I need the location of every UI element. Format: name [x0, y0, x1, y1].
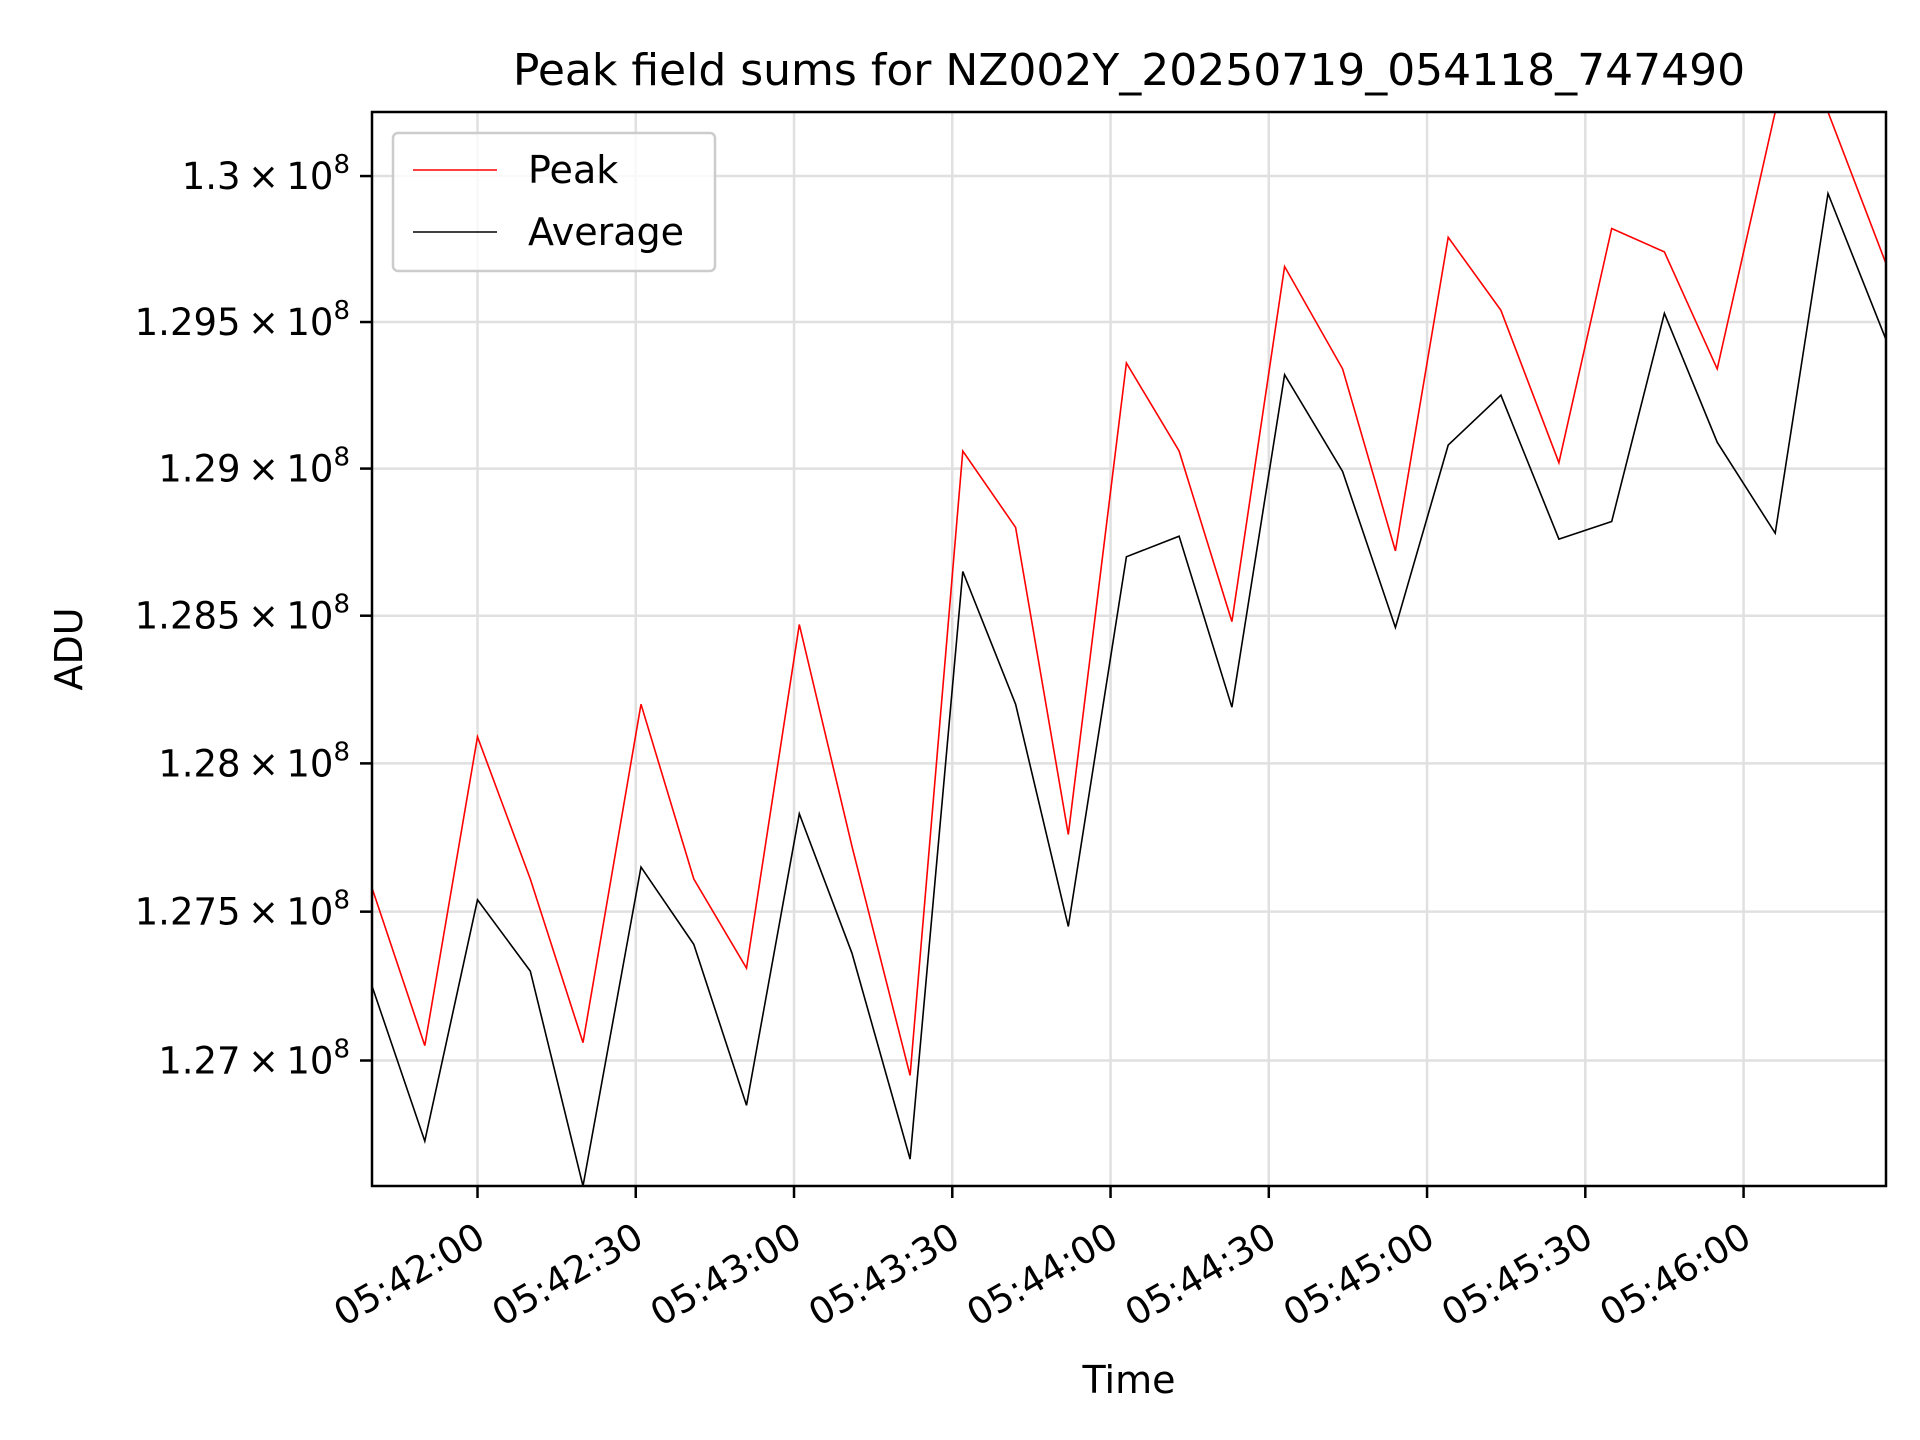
y-tick-times: ×: [241, 301, 287, 344]
y-tick-exponent: 8: [333, 737, 350, 767]
legend-label-peak: Peak: [528, 148, 618, 192]
y-tick-mantissa: 1.27: [158, 1040, 240, 1083]
legend-label-average: Average: [528, 210, 684, 254]
legend: Peak Average: [391, 131, 717, 273]
series-line-peak: [372, 112, 1886, 1076]
y-tick-times: ×: [241, 155, 287, 198]
series-line-average: [372, 190, 1886, 1186]
y-tick-exponent: 8: [333, 443, 350, 473]
y-tick-mantissa: 1.29: [158, 448, 240, 491]
y-tick-mantissa: 1.275: [135, 891, 241, 934]
y-tick-label: 1.29 × 108: [158, 443, 350, 491]
y-tick-times: ×: [241, 1040, 287, 1083]
y-tick-label: 1.28 × 108: [158, 737, 350, 785]
y-tick-times: ×: [241, 742, 287, 785]
y-axis-label: ADU: [47, 607, 91, 690]
plot-frame: [370, 110, 1888, 1188]
chart-title: Peak field sums for NZ002Y_20250719_0541…: [513, 45, 1745, 96]
y-tick-exponent: 8: [333, 590, 350, 620]
y-tick-base: 10: [286, 595, 333, 638]
y-tick-base: 10: [286, 301, 333, 344]
y-tick-exponent: 8: [333, 150, 350, 180]
legend-box: [391, 131, 717, 273]
y-tick-base: 10: [286, 891, 333, 934]
y-tick-label: 1.285 × 108: [135, 590, 350, 638]
grid: [372, 112, 1886, 1186]
y-tick-mantissa: 1.285: [135, 595, 241, 638]
y-tick-mantissa: 1.28: [158, 742, 240, 785]
y-tick-mantissa: 1.295: [135, 301, 241, 344]
y-tick-exponent: 8: [333, 1035, 350, 1065]
y-tick-exponent: 8: [333, 886, 350, 916]
y-tick-label: 1.27 × 108: [158, 1035, 350, 1083]
x-axis-label: Time: [1082, 1358, 1176, 1402]
y-tick-base: 10: [286, 448, 333, 491]
y-tick-times: ×: [241, 891, 287, 934]
y-tick-times: ×: [241, 595, 287, 638]
y-tick-exponent: 8: [333, 296, 350, 326]
y-tick-label: 1.275 × 108: [135, 886, 350, 934]
y-tick-label: 1.3 × 108: [182, 150, 350, 198]
y-tick-label: 1.295 × 108: [135, 296, 350, 344]
y-tick-base: 10: [286, 742, 333, 785]
y-tick-times: ×: [241, 448, 287, 491]
y-tick-base: 10: [286, 155, 333, 198]
y-tick-mantissa: 1.3: [182, 155, 241, 198]
y-tick-base: 10: [286, 1040, 333, 1083]
